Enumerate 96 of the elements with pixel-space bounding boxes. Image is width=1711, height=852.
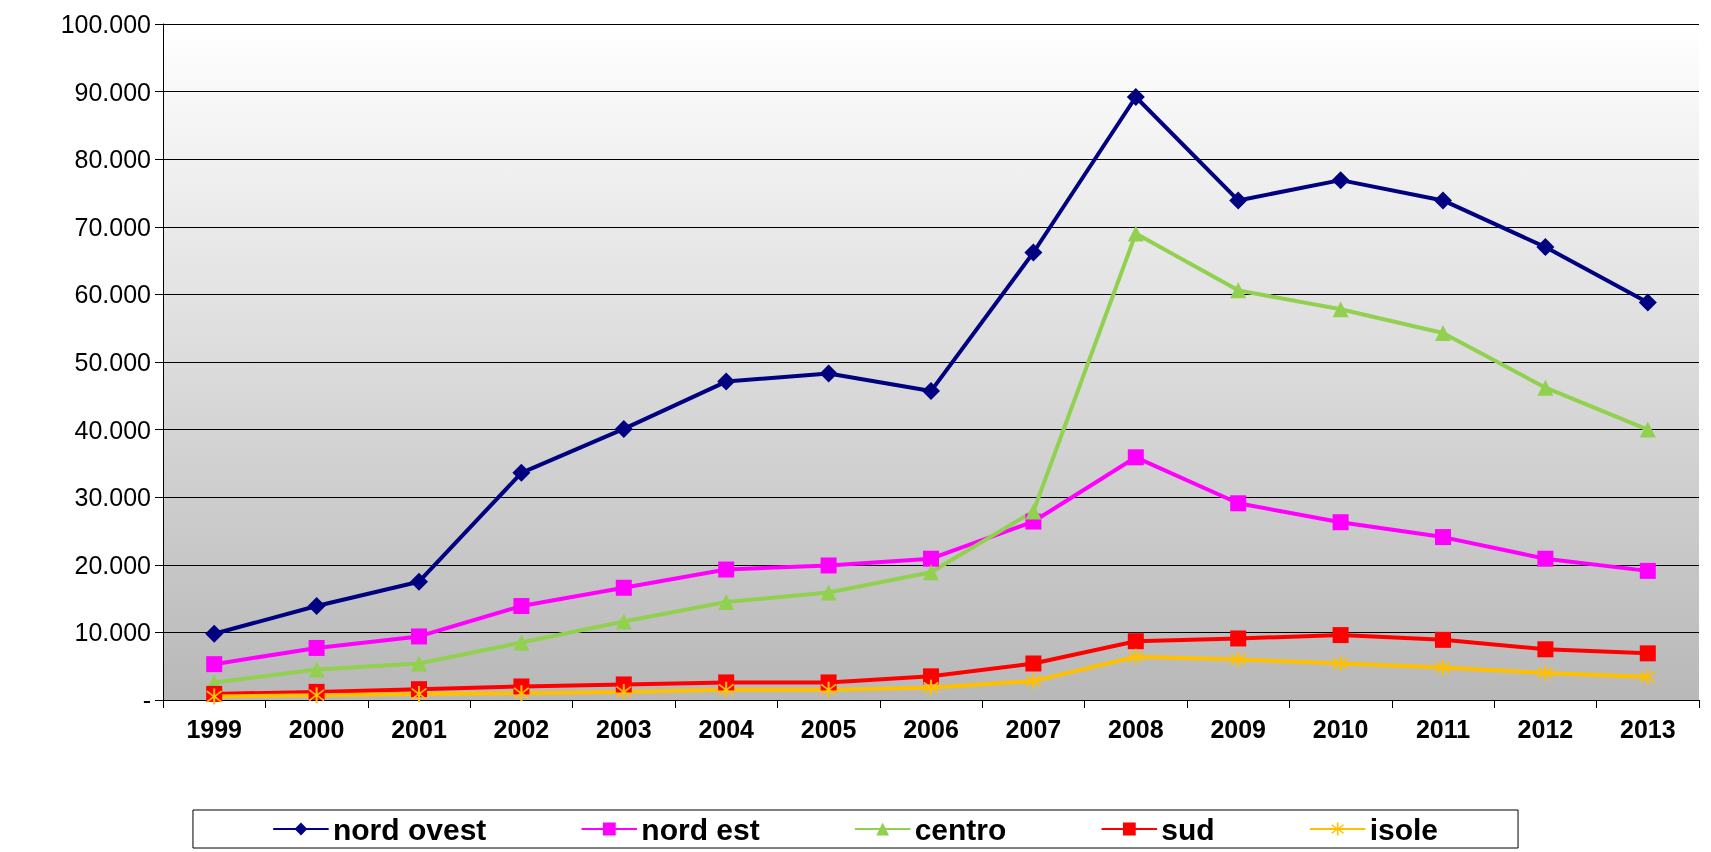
point [923, 679, 939, 696]
point [1025, 673, 1042, 690]
x-tick-label: 2000 [288, 714, 345, 743]
point [513, 634, 530, 651]
point [820, 557, 837, 574]
point [1229, 191, 1248, 210]
point [1025, 655, 1042, 672]
x-tick-label: 2003 [595, 714, 652, 743]
point [513, 598, 530, 615]
point [820, 584, 837, 601]
legend-label: nord est [641, 812, 760, 846]
point [1435, 529, 1451, 546]
x-tick-label: 2010 [1312, 714, 1369, 743]
y-tick-label: 70.000 [74, 212, 151, 241]
x-tick-label: 2009 [1210, 714, 1267, 743]
point [1230, 651, 1247, 668]
point [819, 364, 838, 383]
y-tick-label: - [142, 686, 151, 714]
y-tick-label: 100.000 [60, 10, 151, 38]
point [1230, 282, 1247, 299]
y-tick-label: 40.000 [74, 415, 151, 444]
x-tick-label: 2005 [800, 714, 857, 743]
legend-label: nord ovest [332, 812, 487, 846]
point [308, 639, 325, 656]
point [1126, 88, 1145, 107]
x-tick-label: 2013 [1619, 714, 1676, 743]
legend-label: isole [1369, 812, 1439, 846]
point [1639, 669, 1656, 686]
point [718, 561, 735, 578]
point [1639, 421, 1656, 438]
point [1127, 648, 1144, 665]
y-tick-label: 60.000 [74, 280, 151, 309]
point [1025, 503, 1042, 520]
point [1434, 191, 1452, 210]
point [615, 683, 632, 700]
point [1127, 225, 1144, 242]
x-tick-label: 1999 [186, 714, 243, 743]
x-tick-label: 2002 [493, 714, 550, 743]
point [1537, 550, 1554, 567]
point [615, 579, 632, 596]
point [1230, 630, 1247, 647]
point [1332, 627, 1349, 644]
x-tick-label: 2004 [698, 714, 755, 743]
point [1435, 659, 1451, 676]
x-tick-label: 2006 [903, 714, 959, 743]
point [614, 419, 633, 438]
point [923, 668, 939, 685]
point [206, 656, 223, 673]
point [1435, 631, 1451, 648]
point [923, 550, 939, 567]
point [615, 613, 632, 630]
point [1024, 243, 1043, 262]
y-tick-label: 90.000 [74, 77, 151, 106]
point [1127, 449, 1144, 466]
x-tick-label: 2012 [1517, 714, 1574, 743]
point [513, 685, 530, 702]
point [1536, 238, 1555, 257]
point [410, 572, 428, 591]
point [205, 624, 224, 643]
point [308, 687, 325, 704]
y-tick-label: 50.000 [74, 348, 151, 376]
y-tick-label: 20.000 [74, 550, 151, 579]
point [718, 593, 735, 610]
point [308, 661, 325, 678]
point [512, 463, 531, 482]
point [411, 628, 427, 645]
point [1639, 645, 1656, 662]
point [1537, 664, 1554, 681]
y-tick-label: 10.000 [74, 618, 151, 647]
point [1435, 324, 1451, 341]
point [1639, 562, 1656, 579]
point [1332, 514, 1349, 531]
point [1537, 641, 1554, 658]
x-tick-label: 2011 [1415, 714, 1471, 743]
legend-label: centro [914, 812, 1007, 846]
point [923, 564, 939, 581]
point [1127, 633, 1144, 650]
point [1332, 301, 1349, 318]
point [411, 685, 427, 702]
point [307, 597, 326, 616]
point [820, 681, 837, 698]
x-tick-label: 2001 [391, 714, 447, 743]
point [1331, 171, 1350, 190]
point [1638, 293, 1657, 312]
point [1332, 655, 1349, 672]
x-tick-label: 2007 [1005, 714, 1062, 743]
point [411, 655, 427, 672]
point [718, 681, 735, 698]
y-tick-label: 30.000 [74, 483, 151, 512]
point [922, 382, 940, 401]
point [1537, 379, 1554, 396]
legend-label: sud [1161, 812, 1215, 846]
y-tick-label: 80.000 [74, 145, 151, 174]
point [717, 372, 736, 391]
point [1230, 495, 1247, 512]
x-tick-label: 2008 [1107, 714, 1164, 743]
